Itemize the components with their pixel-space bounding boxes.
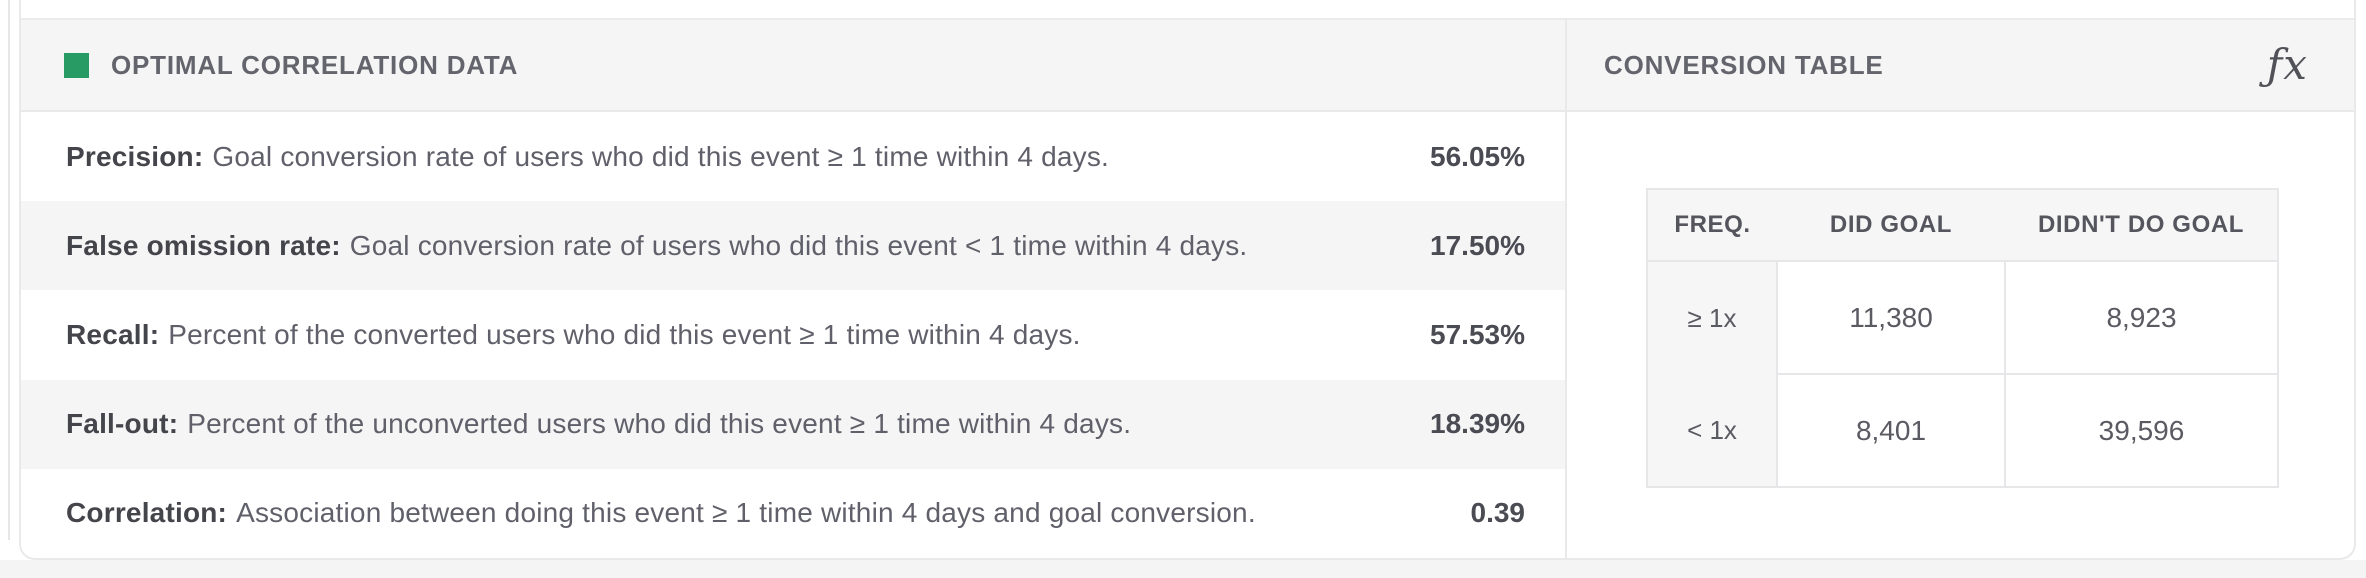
metric-desc-text: Association between doing this event ≥ 1… [236,497,1256,529]
metric-row-false-omission-rate: False omission rate: Goal conversion rate… [21,201,1565,291]
didnt-do-goal-cell: 8,923 [2004,261,2278,374]
table-row-gte-1x: ≥ 1x 11,380 8,923 [1647,261,2278,374]
metric-row-recall: Recall: Percent of the converted users wh… [21,290,1565,380]
formula-fx-icon[interactable]: ƒx [2266,40,2308,89]
metric-description: False omission rate: Goal conversion rate… [66,230,1400,262]
metric-description: Fall-out: Percent of the unconverted user… [66,408,1400,440]
freq-cell: < 1x [1647,374,1777,487]
correlation-card: OPTIMAL CORRELATION DATA Precision: Goal … [19,0,2356,560]
did-goal-cell: 8,401 [1776,373,2005,487]
page-bottom-band [0,560,2366,578]
metric-label: Correlation: [66,497,228,529]
card-top-strip [21,0,2354,18]
conversion-table-area: FREQ. DID GOAL DIDN'T DO GOAL ≥ 1x 11,38… [1567,112,2354,558]
col-header-didnt-do-goal: DIDN'T DO GOAL [2005,189,2278,262]
metric-desc-text: Percent of the unconverted users who did… [187,408,1132,440]
metric-description: Precision: Goal conversion rate of users … [66,141,1400,173]
metric-description: Correlation: Association between doing th… [66,497,1441,529]
conversion-table: FREQ. DID GOAL DIDN'T DO GOAL ≥ 1x 11,38… [1646,188,2279,488]
col-header-freq: FREQ. [1647,189,1777,262]
metric-row-precision: Precision: Goal conversion rate of users … [21,112,1565,202]
conversion-table-header-row: FREQ. DID GOAL DIDN'T DO GOAL [1647,189,2278,262]
conversion-table-header: CONVERSION TABLE ƒx [1567,18,2354,112]
metric-label: Precision: [66,140,204,172]
metric-desc-text: Goal conversion rate of users who did th… [349,229,1248,261]
optimal-correlation-title: OPTIMAL CORRELATION DATA [111,49,519,80]
metric-label: Recall: [66,319,160,350]
metric-label: Fall-out: [66,408,179,440]
metric-description: Recall: Percent of the converted users wh… [66,319,1400,351]
metric-value: 57.53% [1430,319,1525,350]
metric-desc-text: Goal conversion rate of users who did th… [212,140,1110,172]
event-legend-swatch [64,52,89,78]
table-row-lt-1x: < 1x 8,401 39,596 [1647,373,2278,487]
metric-value: 56.05% [1430,140,1525,172]
metric-value: 17.50% [1430,229,1525,261]
card-body: OPTIMAL CORRELATION DATA Precision: Goal … [21,18,2354,558]
optimal-correlation-header: OPTIMAL CORRELATION DATA [21,18,1565,112]
did-goal-cell: 11,380 [1776,261,2005,374]
metric-value: 18.39% [1430,408,1525,440]
conversion-table-title: CONVERSION TABLE [1604,49,1884,80]
col-header-did-goal: DID GOAL [1777,189,2005,262]
conversion-table-panel: CONVERSION TABLE ƒx FREQ. DID GOAL DIDN'… [1567,18,2354,558]
freq-cell: ≥ 1x [1647,261,1777,374]
metric-value: 0.39 [1470,497,1526,529]
metric-rows: Precision: Goal conversion rate of users … [21,112,1565,558]
optimal-correlation-panel: OPTIMAL CORRELATION DATA Precision: Goal … [21,18,1567,558]
metric-row-fall-out: Fall-out: Percent of the unconverted user… [21,379,1565,469]
metric-row-correlation: Correlation: Association between doing th… [21,468,1565,558]
metric-desc-text: Percent of the converted users who did t… [168,319,1081,350]
didnt-do-goal-cell: 39,596 [2004,373,2278,487]
adjacent-card-edge [8,0,10,540]
metric-label: False omission rate: [66,229,341,261]
